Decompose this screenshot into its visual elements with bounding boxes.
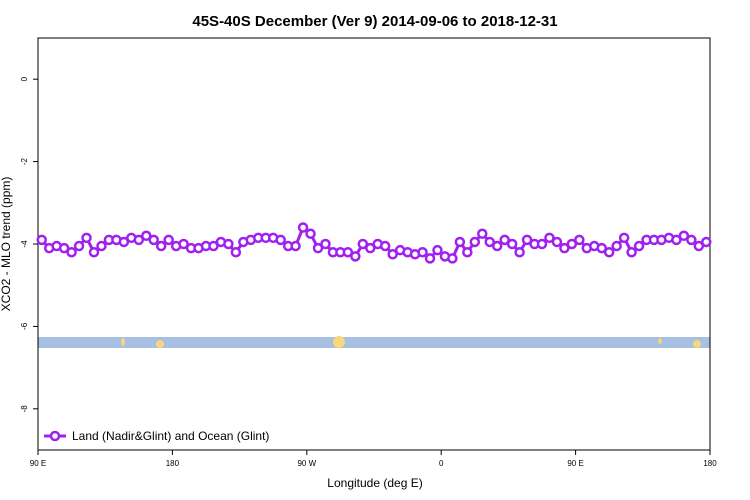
data-point [499,234,510,246]
legend-marker [49,430,61,442]
data-point [462,246,473,258]
x-tick-label: 90 E [567,459,583,468]
data-point [596,242,607,254]
data-point [88,246,100,258]
data-point [424,253,436,264]
x-tick-label: 0 [439,459,444,468]
y-tick-label: -4 [20,240,29,248]
data-point [155,240,167,252]
data-point [678,230,690,242]
land-patch [121,338,125,346]
land-patch [658,338,662,344]
data-point [290,240,301,252]
land-patch [333,336,345,348]
data-point [312,242,324,254]
data-point [611,240,622,252]
data-point [477,228,488,239]
data-point [58,242,70,254]
data-point [447,253,458,264]
data-point [686,234,697,246]
data-point [454,236,466,248]
data-point [566,238,578,250]
x-tick-label: 180 [703,459,717,468]
y-axis-label: XCO2 - MLO trend (ppm) [0,177,13,312]
data-point [178,238,189,250]
data-point [133,234,145,246]
x-tick-label: 180 [166,459,180,468]
data-point [208,240,219,252]
data-point [342,246,354,258]
data-point [432,244,443,256]
data-point [379,240,391,252]
data-point [536,238,548,250]
data-point [118,236,130,248]
x-axis-label: Longitude (deg E) [327,476,422,490]
data-point [387,249,398,260]
ocean-strip [38,337,710,348]
data-point [506,238,518,250]
data-point [36,234,47,246]
y-tick-label: -2 [20,157,29,165]
data-point [223,238,234,250]
data-point [66,246,77,258]
data-point [626,246,637,258]
data-point [96,240,107,252]
data-point [320,238,331,250]
data-point [305,228,316,239]
data-point [701,236,712,248]
data-point [230,246,242,258]
data-point [297,222,309,233]
data-point [163,234,174,246]
data-point [574,234,585,246]
data-point [551,236,563,248]
x-tick-label: 90 E [30,459,46,468]
data-point [141,230,152,242]
land-patch [156,340,164,348]
chart-title: 45S-40S December (Ver 9) 2014-09-06 to 2… [192,13,557,30]
data-point [148,234,159,246]
data-point [484,236,495,248]
data-point [357,238,369,250]
data-point [81,232,92,244]
data-point [469,236,481,248]
y-tick-label: -8 [20,405,29,413]
data-point [633,240,645,252]
data-point [350,251,361,262]
land-patch [693,340,701,348]
data-point [671,234,682,246]
data-point [693,240,705,252]
data-point [603,246,615,258]
data-point [514,246,525,258]
data-point [365,242,376,254]
data-point [521,234,533,246]
data-point [559,242,570,254]
x-tick-label: 90 W [297,459,316,468]
data-point [491,240,503,252]
data-point [618,232,630,244]
data-point [73,240,85,252]
legend-label: Land (Nadir&Glint) and Ocean (Glint) [72,429,269,443]
data-point [417,246,428,258]
y-tick-label: 0 [20,76,29,81]
data-point [275,234,286,246]
y-tick-label: -6 [20,322,29,330]
land-ocean-strip [38,336,710,348]
data-point [544,232,555,244]
